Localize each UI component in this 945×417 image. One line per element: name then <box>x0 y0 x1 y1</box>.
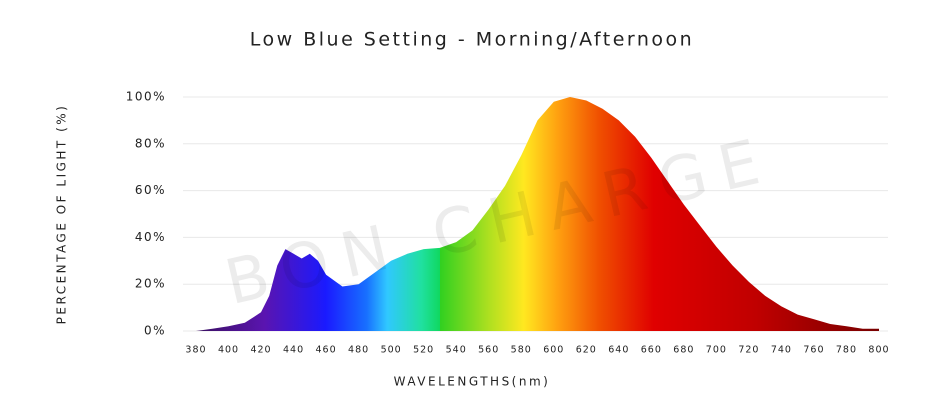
y-tick-label: 60% <box>135 183 166 197</box>
x-tick-label: 800 <box>868 345 889 356</box>
x-tick-label: 420 <box>250 345 271 356</box>
x-tick-label: 760 <box>803 345 824 356</box>
x-tick-label: 460 <box>316 345 337 356</box>
x-tick-label: 600 <box>543 345 564 356</box>
x-tick-label: 580 <box>511 345 532 356</box>
x-tick-label: 680 <box>673 345 694 356</box>
x-tick-label: 440 <box>283 345 304 356</box>
x-tick-label: 540 <box>446 345 467 356</box>
x-tick-label: 520 <box>413 345 434 356</box>
y-axis-label: PERCENTAGE OF LIGHT (%) <box>55 104 69 325</box>
spectrum-area <box>196 97 879 331</box>
x-tick-label: 720 <box>738 345 759 356</box>
y-tick-label: 0% <box>144 324 166 338</box>
x-tick-label: 640 <box>608 345 629 356</box>
y-tick-label: 100% <box>126 90 166 104</box>
x-tick-label: 480 <box>348 345 369 356</box>
y-tick-label: 40% <box>135 230 166 244</box>
chart-title: Low Blue Setting - Morning/Afternoon <box>250 29 694 51</box>
x-tick-label: 660 <box>641 345 662 356</box>
y-tick-label: 80% <box>135 136 166 150</box>
y-tick-label: 20% <box>135 277 166 291</box>
x-axis-label: WAVELENGTHS(nm) <box>394 375 551 389</box>
x-tick-label: 740 <box>771 345 792 356</box>
x-tick-label: 400 <box>218 345 239 356</box>
x-tick-label: 780 <box>836 345 857 356</box>
x-tick-label: 560 <box>478 345 499 356</box>
x-tick-label: 500 <box>381 345 402 356</box>
x-tick-label: 620 <box>576 345 597 356</box>
x-tick-label: 380 <box>185 345 206 356</box>
x-tick-label: 700 <box>706 345 727 356</box>
